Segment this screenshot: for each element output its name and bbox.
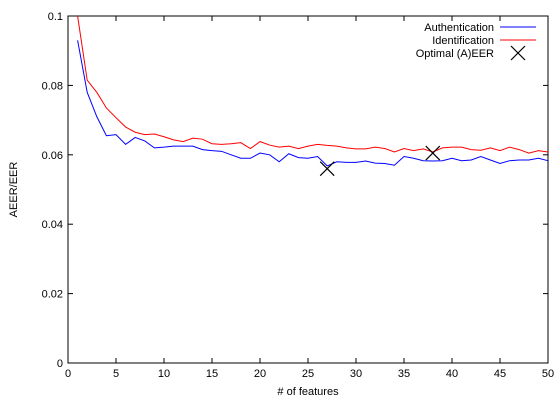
y-axis-label: AEER/EER bbox=[8, 162, 20, 218]
x-tick-label: 45 bbox=[494, 368, 506, 380]
legend-swatch bbox=[510, 45, 526, 61]
legend-label: Identification bbox=[432, 35, 494, 47]
x-tick-label: 30 bbox=[350, 368, 362, 380]
y-tick-label: 0.04 bbox=[42, 219, 63, 231]
y-tick-label: 0.08 bbox=[42, 80, 63, 92]
y-tick-label: 0.02 bbox=[42, 289, 63, 301]
x-tick-label: 10 bbox=[158, 368, 170, 380]
x-tick-label: 5 bbox=[113, 368, 119, 380]
markers-layer bbox=[319, 145, 441, 177]
y-tick-label: 0 bbox=[57, 358, 63, 370]
x-tick-label: 40 bbox=[446, 368, 458, 380]
series-line-identification bbox=[77, 15, 549, 154]
y-tick-label: 0.06 bbox=[42, 150, 63, 162]
optimal-marker bbox=[319, 161, 335, 177]
x-tick-label: 20 bbox=[254, 368, 266, 380]
legend-label: Authentication bbox=[424, 22, 494, 34]
x-tick-label: 0 bbox=[65, 368, 71, 380]
y-tick-label: 0.1 bbox=[48, 11, 63, 23]
x-tick-label: 15 bbox=[206, 368, 218, 380]
x-axis-label: # of features bbox=[277, 386, 339, 398]
legend-label: Optimal (A)EER bbox=[416, 48, 494, 60]
series-layer bbox=[77, 15, 549, 167]
optimal-marker bbox=[425, 145, 441, 161]
x-tick-label: 35 bbox=[398, 368, 410, 380]
optimal-marker-stroke bbox=[425, 145, 441, 161]
x-tick-label: 50 bbox=[542, 368, 554, 380]
x-tick-label: 25 bbox=[302, 368, 314, 380]
plot-frame bbox=[67, 15, 549, 364]
optimal-marker-stroke bbox=[319, 161, 335, 177]
series-line-authentication bbox=[77, 40, 549, 167]
axes-layer: 0 5 10 15 20 25 30 35 40 45 50 0 0.02 0.04 0.06 0.08 0.1 bbox=[42, 11, 555, 380]
